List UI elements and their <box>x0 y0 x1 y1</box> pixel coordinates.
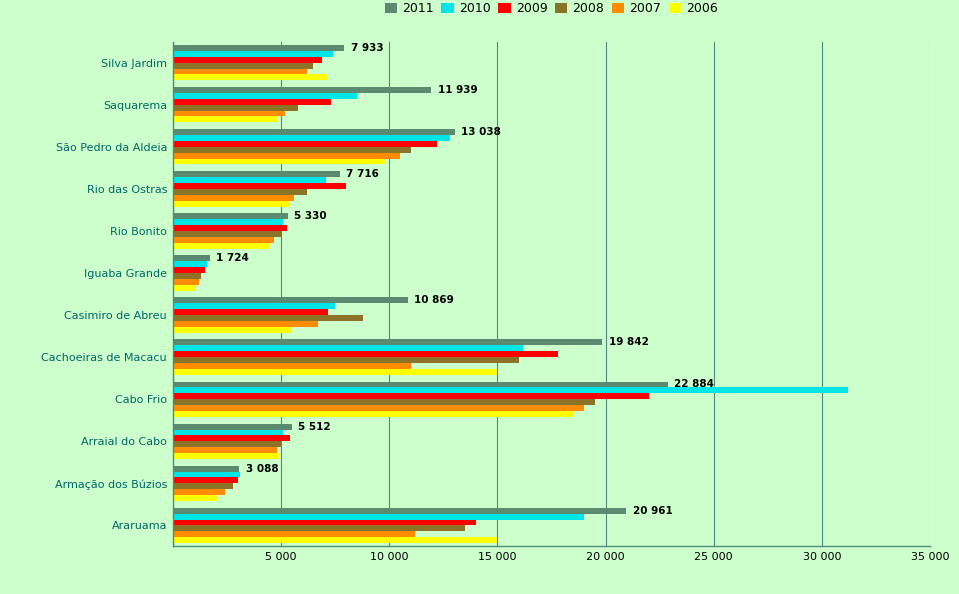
Text: 1 724: 1 724 <box>217 253 249 263</box>
Bar <box>173 177 326 183</box>
Bar <box>173 447 276 453</box>
Text: 19 842: 19 842 <box>609 337 648 347</box>
Bar <box>173 110 285 116</box>
Bar <box>173 484 233 489</box>
Bar <box>173 225 288 231</box>
Bar <box>173 231 281 237</box>
Bar <box>173 87 431 93</box>
Text: 5 512: 5 512 <box>298 422 331 432</box>
Bar <box>173 183 346 189</box>
Bar <box>173 466 240 472</box>
Bar <box>173 357 519 363</box>
Bar <box>173 255 210 261</box>
Bar <box>173 321 317 327</box>
Bar <box>173 195 293 201</box>
Text: 7 933: 7 933 <box>351 43 384 53</box>
Bar <box>173 62 314 68</box>
Bar <box>173 105 298 110</box>
Bar <box>173 57 322 62</box>
Bar <box>173 345 524 351</box>
Bar <box>173 387 848 393</box>
Bar <box>173 171 339 177</box>
Text: 5 330: 5 330 <box>294 211 327 221</box>
Bar <box>173 399 595 405</box>
Bar <box>173 141 436 147</box>
Bar <box>173 219 283 225</box>
Bar <box>173 201 290 207</box>
Bar <box>173 261 207 267</box>
Bar <box>173 189 307 195</box>
Bar <box>173 99 331 105</box>
Bar <box>173 526 465 532</box>
Bar <box>173 273 200 279</box>
Bar <box>173 363 410 369</box>
Text: 7 716: 7 716 <box>346 169 379 179</box>
Bar <box>173 315 363 321</box>
Bar <box>173 405 584 411</box>
Bar <box>173 393 649 399</box>
Bar <box>173 129 455 135</box>
Bar <box>173 508 626 514</box>
Bar <box>173 327 292 333</box>
Bar <box>173 93 357 99</box>
Bar <box>173 453 279 459</box>
Bar <box>173 424 292 429</box>
Bar <box>173 514 584 520</box>
Bar <box>173 532 415 537</box>
Bar <box>173 147 410 153</box>
Bar <box>173 429 283 435</box>
Bar <box>173 68 307 74</box>
Bar <box>173 381 668 387</box>
Bar <box>173 351 558 357</box>
Text: 20 961: 20 961 <box>633 505 672 516</box>
Bar <box>173 243 270 249</box>
Bar <box>173 285 196 290</box>
Bar <box>173 520 476 526</box>
Bar <box>173 298 408 304</box>
Bar <box>173 267 205 273</box>
Bar <box>173 51 333 57</box>
Bar <box>173 159 385 165</box>
Bar <box>173 74 329 80</box>
Bar <box>173 135 450 141</box>
Bar <box>173 45 344 51</box>
Bar <box>173 472 240 478</box>
Legend: 2011, 2010, 2009, 2008, 2007, 2006: 2011, 2010, 2009, 2008, 2007, 2006 <box>380 0 723 20</box>
Bar <box>173 304 335 309</box>
Bar <box>173 489 224 495</box>
Bar <box>173 213 288 219</box>
Bar <box>173 478 238 484</box>
Bar <box>173 309 329 315</box>
Text: 22 884: 22 884 <box>674 380 714 390</box>
Bar <box>173 340 602 345</box>
Bar <box>173 495 218 501</box>
Bar <box>173 116 276 122</box>
Bar <box>173 153 400 159</box>
Text: 10 869: 10 869 <box>414 295 455 305</box>
Bar <box>173 411 573 417</box>
Bar <box>173 369 498 375</box>
Bar <box>173 279 199 285</box>
Bar <box>173 441 281 447</box>
Text: 3 088: 3 088 <box>246 464 278 473</box>
Bar <box>173 237 274 243</box>
Bar <box>173 435 290 441</box>
Text: 13 038: 13 038 <box>461 127 502 137</box>
Text: 11 939: 11 939 <box>437 85 478 95</box>
Bar <box>173 537 498 543</box>
